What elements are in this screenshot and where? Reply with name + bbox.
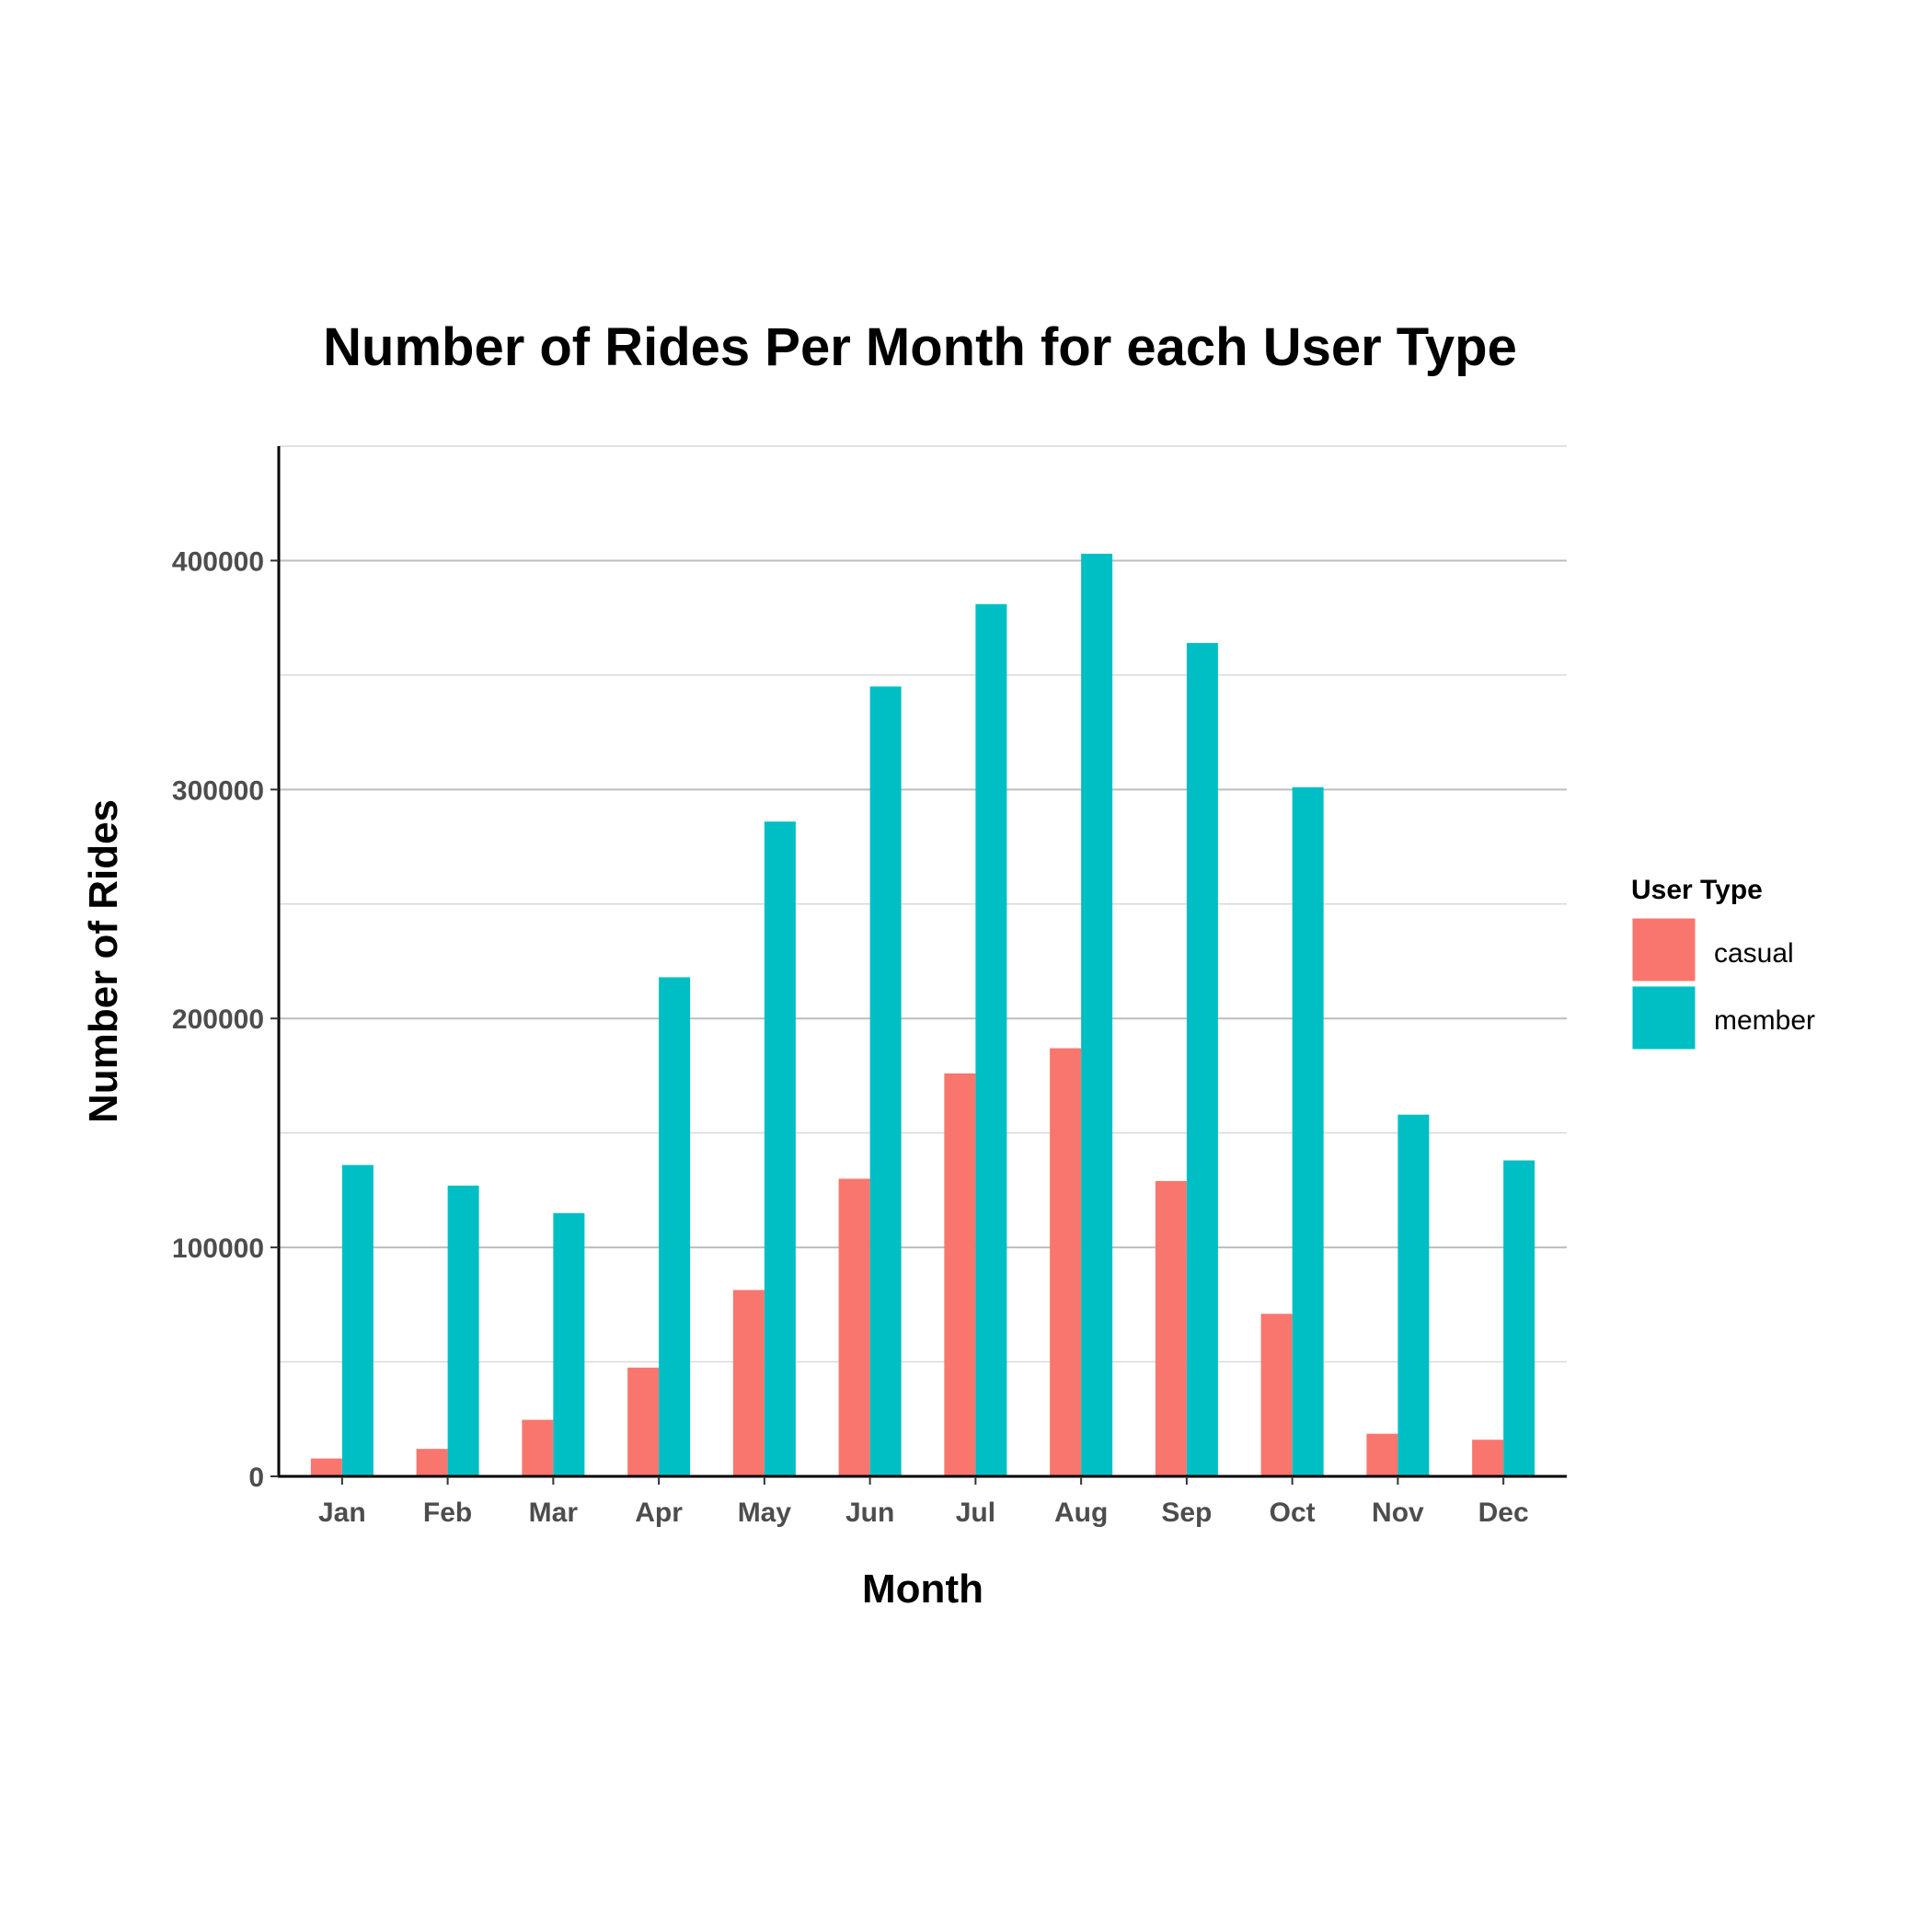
bar-member-jun <box>869 686 902 1476</box>
y-tick-label: 400000 <box>172 546 264 577</box>
bar-member-dec <box>1503 1160 1535 1476</box>
legend-label-member: member <box>1714 1005 1815 1036</box>
x-tick-label: Sep <box>1161 1498 1212 1528</box>
bar-casual-may <box>732 1290 765 1476</box>
bar-member-aug <box>1081 553 1113 1476</box>
legend-label-casual: casual <box>1714 938 1794 969</box>
chart-title: Number of Rides Per Month for each User … <box>323 317 1517 377</box>
x-tick-label: Apr <box>635 1498 683 1528</box>
x-tick-label: Jan <box>318 1498 366 1528</box>
bar-member-may <box>764 821 796 1476</box>
y-axis-title: Number of Rides <box>81 799 126 1123</box>
y-tick-label: 200000 <box>172 1004 264 1035</box>
bar-casual-apr <box>627 1367 660 1476</box>
y-tick-label: 0 <box>248 1463 264 1493</box>
x-tick-label: Dec <box>1478 1498 1529 1528</box>
bar-member-feb <box>447 1185 479 1476</box>
y-tick-label: 300000 <box>172 775 264 806</box>
bar-casual-sep <box>1155 1180 1187 1476</box>
bar-member-nov <box>1397 1114 1430 1476</box>
bar-member-mar <box>553 1212 585 1476</box>
bar-casual-jan <box>310 1458 342 1476</box>
bar-casual-dec <box>1472 1440 1504 1476</box>
x-tick-label: Aug <box>1054 1498 1108 1528</box>
bars <box>310 553 1535 1476</box>
bar-casual-oct <box>1260 1314 1293 1476</box>
x-axis-title: Month <box>862 1566 983 1612</box>
y-ticks: 0 100000 200000 300000 400000 <box>172 546 279 1493</box>
bar-casual-nov <box>1366 1433 1398 1476</box>
bar-casual-jun <box>838 1178 870 1476</box>
bar-casual-feb <box>416 1449 448 1476</box>
x-tick-label: Jul <box>956 1498 995 1528</box>
x-tick-label: May <box>738 1498 792 1528</box>
gridlines <box>279 445 1567 1363</box>
legend-swatch-casual <box>1629 915 1698 984</box>
bar-member-apr <box>659 977 691 1476</box>
bar-casual-aug <box>1050 1048 1082 1476</box>
x-tick-label: Jun <box>845 1498 894 1528</box>
legend-title: User Type <box>1631 875 1763 905</box>
bar-member-jul <box>975 603 1007 1476</box>
x-tick-label: Feb <box>423 1498 472 1528</box>
y-tick-label: 100000 <box>172 1234 264 1264</box>
x-tick-label: Nov <box>1372 1498 1424 1528</box>
x-tick-label: Mar <box>529 1498 579 1528</box>
legend: User Type casual member <box>1629 875 1815 1052</box>
axes <box>277 446 1567 1478</box>
bar-member-jan <box>341 1165 374 1476</box>
bar-member-sep <box>1186 643 1218 1476</box>
bar-casual-jul <box>944 1073 976 1476</box>
legend-swatch-member <box>1629 983 1698 1052</box>
x-ticks: Jan Feb Mar Apr May Jun Jul Aug Sep Oct Nov Dec <box>318 1476 1529 1528</box>
bar-casual-mar <box>522 1419 554 1476</box>
x-tick-label: Oct <box>1270 1498 1316 1528</box>
bar-member-oct <box>1292 786 1324 1476</box>
